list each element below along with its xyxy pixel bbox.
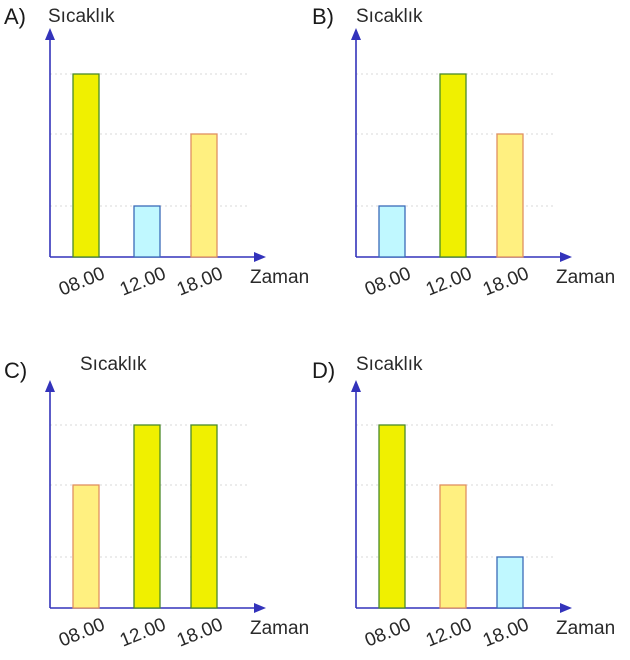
x-tick-label: 12.00 — [117, 614, 169, 651]
bar-08.00 — [378, 205, 406, 258]
x-tick-label: 08.00 — [56, 614, 108, 651]
x-axis-arrow — [254, 603, 266, 613]
y-axis-arrow — [351, 28, 361, 40]
chart-panel-1: A) Sıcaklık Zaman 08.00 12.00 18.00 — [4, 4, 309, 301]
x-axis-label: Zaman — [250, 618, 309, 639]
y-axis-arrow — [351, 380, 361, 392]
x-tick-label: 12.00 — [423, 263, 475, 300]
option-letter: D) — [312, 358, 335, 383]
chart-panel-2: B) Sıcaklık Zaman 08.00 12.00 18.00 — [312, 4, 615, 301]
y-axis-label: Sıcaklık — [48, 6, 115, 27]
x-tick-label: 18.00 — [174, 263, 226, 300]
x-axis-label: Zaman — [556, 618, 615, 639]
option-letter: B) — [312, 4, 334, 29]
bar-18.00 — [496, 556, 524, 609]
x-axis-label: Zaman — [250, 267, 309, 288]
x-tick-label: 08.00 — [56, 263, 108, 300]
y-axis-label: Sıcaklık — [356, 354, 423, 375]
x-tick-label: 18.00 — [174, 614, 226, 651]
x-axis-arrow — [560, 603, 572, 613]
chart-panel-3: C) Sıcaklık Zaman 08.00 12.00 18.00 — [4, 354, 309, 652]
bar-12.00 — [133, 205, 161, 258]
x-tick-label: 12.00 — [423, 614, 475, 651]
x-tick-label: 12.00 — [117, 263, 169, 300]
x-tick-label: 08.00 — [362, 614, 414, 651]
bar-18.00 — [496, 133, 524, 258]
y-axis-label: Sıcaklık — [356, 6, 423, 27]
bar-12.00 — [439, 484, 467, 609]
y-axis-label: Sıcaklık — [80, 354, 147, 375]
bar-08.00 — [378, 424, 406, 609]
bar-18.00 — [190, 133, 218, 258]
bar-12.00 — [133, 424, 161, 609]
bar-18.00 — [190, 424, 218, 609]
option-letter: A) — [4, 4, 26, 29]
x-axis-arrow — [560, 252, 572, 262]
x-axis-arrow — [254, 252, 266, 262]
option-letter: C) — [4, 358, 27, 383]
chart-panel-4: D) Sıcaklık Zaman 08.00 12.00 18.00 — [312, 354, 615, 652]
y-axis-arrow — [45, 28, 55, 40]
x-tick-label: 18.00 — [480, 263, 532, 300]
x-tick-label: 18.00 — [480, 614, 532, 651]
bar-08.00 — [72, 73, 100, 258]
x-tick-label: 08.00 — [362, 263, 414, 300]
x-axis-label: Zaman — [556, 267, 615, 288]
y-axis-arrow — [45, 380, 55, 392]
bar-08.00 — [72, 484, 100, 609]
bar-12.00 — [439, 73, 467, 258]
